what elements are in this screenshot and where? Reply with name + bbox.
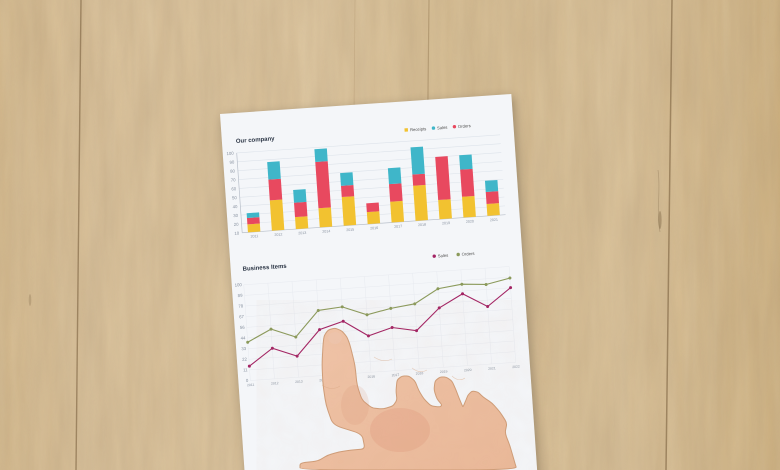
svg-text:40: 40 xyxy=(232,204,238,209)
svg-text:2011: 2011 xyxy=(250,234,258,239)
svg-text:Business Items: Business Items xyxy=(243,264,288,273)
svg-text:2021: 2021 xyxy=(490,218,498,223)
svg-text:70: 70 xyxy=(231,177,237,182)
svg-text:56: 56 xyxy=(240,325,246,330)
svg-text:2015: 2015 xyxy=(343,376,351,381)
svg-text:80: 80 xyxy=(230,168,236,173)
svg-text:89: 89 xyxy=(238,293,244,298)
svg-text:2016: 2016 xyxy=(370,226,378,231)
svg-text:100: 100 xyxy=(234,282,242,288)
svg-text:11: 11 xyxy=(243,367,248,372)
svg-text:Receipts: Receipts xyxy=(410,126,427,132)
svg-text:2020: 2020 xyxy=(464,368,472,373)
svg-text:2021: 2021 xyxy=(488,366,496,371)
svg-text:Our company: Our company xyxy=(236,136,276,145)
svg-text:2014: 2014 xyxy=(322,229,330,234)
svg-text:2019: 2019 xyxy=(442,221,450,226)
svg-text:Sales: Sales xyxy=(438,253,449,259)
svg-text:2016: 2016 xyxy=(367,374,375,379)
svg-text:2012: 2012 xyxy=(274,233,282,238)
svg-text:10: 10 xyxy=(234,231,240,236)
svg-text:2019: 2019 xyxy=(440,370,448,375)
svg-text:2020: 2020 xyxy=(466,219,474,224)
svg-text:100: 100 xyxy=(226,151,234,157)
svg-text:78: 78 xyxy=(238,303,244,308)
svg-text:2018: 2018 xyxy=(418,223,426,228)
svg-text:67: 67 xyxy=(239,314,245,319)
svg-text:50: 50 xyxy=(232,195,238,200)
svg-text:2013: 2013 xyxy=(298,231,306,236)
svg-text:2017: 2017 xyxy=(391,373,399,378)
svg-text:60: 60 xyxy=(231,186,237,191)
svg-text:20: 20 xyxy=(234,222,240,227)
svg-text:2011: 2011 xyxy=(247,383,255,387)
svg-text:44: 44 xyxy=(240,335,246,340)
svg-text:22: 22 xyxy=(242,357,248,362)
svg-text:2012: 2012 xyxy=(271,381,279,386)
svg-text:Orders: Orders xyxy=(462,251,475,257)
svg-text:2017: 2017 xyxy=(394,224,402,229)
svg-text:Sales: Sales xyxy=(437,125,448,131)
svg-text:2022: 2022 xyxy=(512,365,520,370)
svg-text:2018: 2018 xyxy=(416,371,424,376)
svg-text:Orders: Orders xyxy=(458,123,471,129)
svg-text:30: 30 xyxy=(233,213,239,218)
svg-text:2015: 2015 xyxy=(346,228,354,233)
svg-text:33: 33 xyxy=(241,346,247,351)
svg-text:2014: 2014 xyxy=(319,378,327,383)
svg-text:2013: 2013 xyxy=(295,379,303,384)
svg-text:90: 90 xyxy=(229,159,235,164)
